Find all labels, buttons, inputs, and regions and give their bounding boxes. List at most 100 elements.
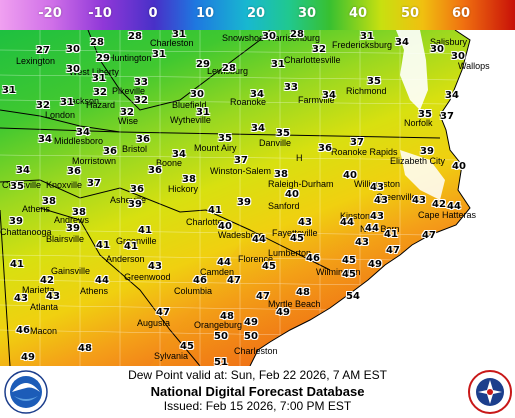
nws-logo[interactable] xyxy=(468,370,512,414)
dew-point-value: 43 xyxy=(355,237,369,248)
dew-point-value: 31 xyxy=(172,30,186,40)
city-label: Augusta xyxy=(137,318,171,328)
map-panel[interactable]: Charleston Snowshoe Harrisonburg Fredericks… xyxy=(0,30,515,366)
city-label: Orangeburg xyxy=(194,320,243,330)
city-label: Chattanooga xyxy=(0,227,52,237)
city-label: Pikeville xyxy=(112,86,146,96)
coastline xyxy=(249,30,471,366)
legend-bar: -20 -10 0 10 20 30 40 50 60 xyxy=(0,0,515,30)
dew-point-value: 45 xyxy=(342,269,356,280)
dew-point-value: 43 xyxy=(298,217,312,228)
dew-point-value: 28 xyxy=(90,37,104,48)
city-label: Bristol xyxy=(122,144,148,154)
dew-point-value: 43 xyxy=(46,291,60,302)
dew-point-value: 50 xyxy=(244,331,258,342)
dew-point-value: 46 xyxy=(16,325,30,336)
dew-point-value: 28 xyxy=(222,63,236,74)
dew-point-value: 32 xyxy=(134,95,148,106)
dew-point-value: 44 xyxy=(447,201,461,212)
city-label: West Liberty xyxy=(69,67,119,77)
city-label: Florence xyxy=(238,254,274,264)
city-label: H xyxy=(296,153,303,163)
city-label: Williamston xyxy=(354,179,401,189)
dew-point-value: 41 xyxy=(10,259,24,270)
dew-point-value: 34 xyxy=(322,90,336,101)
dew-point-value: 33 xyxy=(134,77,148,88)
dew-point-value: 38 xyxy=(72,207,86,218)
dew-point-value: 43 xyxy=(14,293,28,304)
dew-point-value: 47 xyxy=(386,245,400,256)
dew-point-value: 40 xyxy=(343,170,357,181)
dew-point-value: 40 xyxy=(218,221,232,232)
city-label: Fayetteville xyxy=(272,228,318,238)
dew-point-value: 49 xyxy=(368,259,382,270)
city-label: Winston-Salem xyxy=(210,166,272,176)
dew-point-value: 51 xyxy=(214,357,228,367)
city-label: Greenville xyxy=(116,236,157,246)
city-label: Middlesboro xyxy=(54,136,104,146)
product-title: National Digital Forecast Database xyxy=(150,384,365,399)
city-label: Sylvania xyxy=(154,351,189,361)
city-label: Fredericksburg xyxy=(332,40,393,50)
dew-point-value: 36 xyxy=(67,166,81,177)
city-label: Bluefield xyxy=(172,100,207,110)
dew-point-value: 37 xyxy=(350,137,364,148)
issued-prefix: Issued: xyxy=(163,399,206,413)
dew-point-value: 35 xyxy=(367,76,381,87)
city-label: Charleston xyxy=(150,38,194,48)
dew-point-value: 45 xyxy=(290,233,304,244)
legend-gradient xyxy=(0,0,515,30)
dew-point-value: 39 xyxy=(420,146,434,157)
dew-point-value: 30 xyxy=(190,89,204,100)
dew-point-value: 39 xyxy=(237,197,251,208)
noaa-logo[interactable] xyxy=(4,370,48,414)
city-label: Gainsville xyxy=(51,266,91,276)
dew-point-value: 50 xyxy=(214,331,228,342)
city-label: Wytheville xyxy=(170,115,211,125)
issued-time: Feb 15 2026, 7:00 PM EST xyxy=(205,399,352,413)
dew-point-value: 35 xyxy=(218,133,232,144)
city-label: Blairsville xyxy=(46,234,85,244)
city-label: Harrisonburg xyxy=(268,33,321,43)
dew-point-value: 54 xyxy=(346,291,360,302)
city-label: Greenville xyxy=(376,192,417,202)
nws-logo-icon xyxy=(468,370,512,414)
dew-point-value: 36 xyxy=(136,134,150,145)
city-label: New Bern xyxy=(360,224,400,234)
city-label: Danville xyxy=(259,138,292,148)
city-label: London xyxy=(45,110,76,120)
dew-point-value: 46 xyxy=(193,275,207,286)
dew-point-value: 29 xyxy=(196,59,210,70)
dew-point-value: 43 xyxy=(148,261,162,272)
dew-point-value: 39 xyxy=(9,216,23,227)
noaa-logo-icon xyxy=(4,370,48,414)
dew-point-value: 38 xyxy=(42,196,56,207)
issued-text: Issued: Feb 15 2026, 7:00 PM EST xyxy=(0,399,515,413)
dew-point-value: 46 xyxy=(306,253,320,264)
dew-point-value: 41 xyxy=(138,225,152,236)
city-label: Charleston xyxy=(234,346,278,356)
dew-point-value: 32 xyxy=(120,107,134,118)
dew-point-value: 31 xyxy=(360,31,374,42)
city-label: Athens xyxy=(22,204,51,214)
city-label: Wallops xyxy=(458,61,490,71)
dew-point-value: 48 xyxy=(296,287,310,298)
dew-point-value: 34 xyxy=(16,165,30,176)
city-label: Kinston xyxy=(340,211,371,221)
city-label: Wilmington xyxy=(316,267,361,277)
dew-point-value: 49 xyxy=(21,352,35,363)
dew-point-value: 31 xyxy=(2,85,16,96)
city-label: Huntington xyxy=(108,53,152,63)
dew-point-value: 47 xyxy=(256,291,270,302)
city-label: Wise xyxy=(118,116,138,126)
city-label: Snowshoe xyxy=(222,33,265,43)
dew-point-value: 27 xyxy=(36,45,50,56)
dew-point-value: 36 xyxy=(148,165,162,176)
city-label: Hickory xyxy=(168,184,199,194)
dew-point-value: 44 xyxy=(95,275,109,286)
city-label: Elizabeth City xyxy=(390,156,446,166)
city-label: Marietta xyxy=(22,285,55,295)
dew-point-value: 30 xyxy=(66,64,80,75)
dew-point-value: 28 xyxy=(128,31,142,42)
city-label: Macon xyxy=(30,326,58,336)
